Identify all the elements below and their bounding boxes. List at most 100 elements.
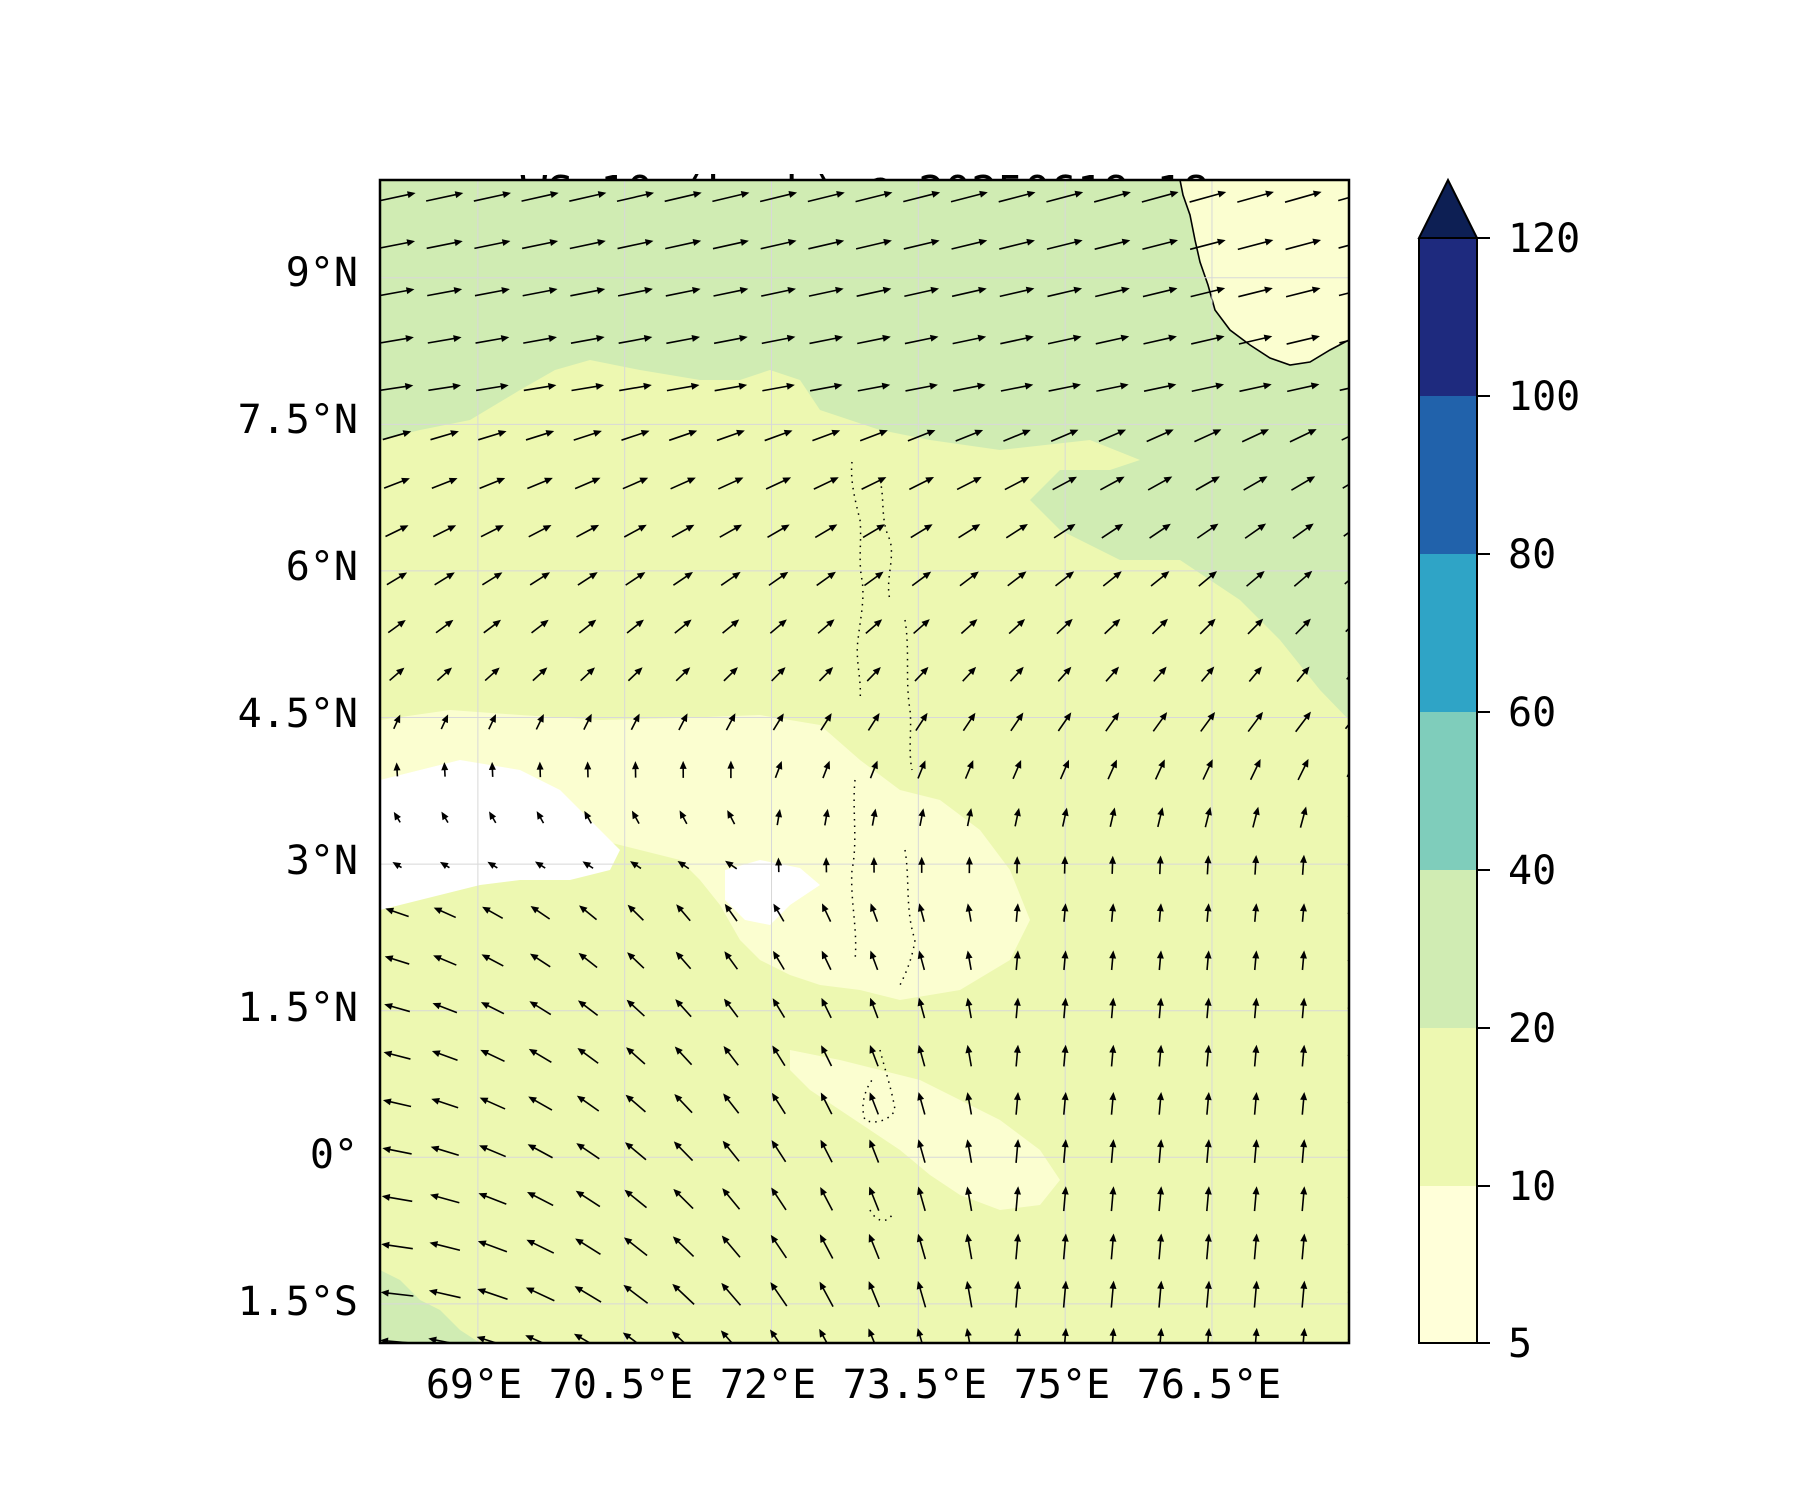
band-5-10-south	[790, 1050, 1060, 1210]
wind-arrow	[1191, 382, 1225, 393]
wind-arrow	[1295, 711, 1311, 733]
wind-arrow	[523, 382, 557, 392]
wind-arrow	[866, 666, 881, 682]
wind-arrow	[440, 714, 449, 730]
wind-arrow	[1141, 190, 1179, 203]
wind-arrow	[723, 1093, 740, 1114]
wind-arrow	[868, 1233, 880, 1260]
wind-arrow	[1252, 903, 1260, 922]
wind-arrow	[575, 1190, 601, 1208]
wind-arrow	[392, 862, 402, 870]
wind-arrow	[956, 476, 982, 491]
wind-arrow	[675, 951, 692, 970]
lat-label: 0°	[310, 1132, 358, 1178]
wind-arrow	[807, 190, 845, 203]
wind-arrow	[870, 808, 878, 826]
wind-arrow	[631, 761, 639, 778]
wind-arrow	[621, 430, 650, 441]
wind-arrow	[1252, 806, 1260, 828]
wind-arrow	[1096, 382, 1129, 392]
wind-arrow	[1300, 1186, 1308, 1212]
wind-arrow	[1157, 1327, 1165, 1343]
wind-arrow	[1247, 711, 1263, 733]
wind-arrow	[527, 477, 553, 490]
wind-arrow	[1147, 476, 1173, 491]
wind-arrow	[430, 430, 459, 441]
colorbar-segment-5-10	[1419, 1186, 1477, 1343]
wind-arrow	[1300, 1280, 1308, 1308]
lat-label: 3°N	[286, 838, 358, 884]
wind-arrow	[380, 383, 414, 392]
wind-arrow	[1286, 334, 1320, 345]
wind-arrow	[1057, 666, 1072, 682]
wind-arrow	[965, 1233, 973, 1260]
wind-arrow	[625, 1094, 646, 1113]
wind-arrow	[527, 1191, 554, 1207]
wind-arrow	[441, 811, 449, 824]
wind-arrow	[868, 1186, 880, 1212]
wind-arrow	[1297, 758, 1309, 781]
wind-arrow	[1107, 759, 1117, 780]
wind-arrow	[1010, 712, 1024, 732]
wind-arrow	[672, 1283, 695, 1305]
wind-arrow	[1061, 1044, 1069, 1067]
wind-arrow	[1047, 334, 1082, 345]
wind-arrow	[1293, 570, 1313, 587]
wind-arrow	[381, 1241, 413, 1250]
wind-arrow	[1195, 476, 1220, 491]
wind-arrow	[916, 1280, 927, 1308]
wind-arrow	[913, 619, 930, 635]
lat-label: 1.5°S	[238, 1279, 358, 1325]
wind-arrow	[434, 572, 455, 586]
wind-arrow	[1287, 382, 1320, 393]
wind-arrow	[625, 572, 646, 586]
wind-arrow	[1109, 1327, 1117, 1343]
wind-arrow	[577, 572, 598, 586]
lat-label: 6°N	[286, 544, 358, 590]
wind-arrow	[965, 1092, 973, 1115]
wind-arrow	[617, 239, 654, 250]
wind-arrow	[1204, 997, 1212, 1019]
wind-arrow	[380, 287, 415, 297]
wind-arrow	[950, 190, 988, 203]
wind-arrow	[571, 382, 605, 392]
wind-arrow	[720, 571, 741, 586]
wind-arrow	[816, 571, 836, 587]
wind-arrow	[964, 760, 974, 779]
band-20-40-north	[380, 180, 1349, 720]
wind-arrow	[488, 714, 496, 730]
wind-arrow	[483, 619, 502, 634]
wind-arrow	[1047, 286, 1083, 298]
wind-arrow	[574, 477, 601, 490]
wind-arrow	[536, 761, 544, 778]
wind-arrow	[869, 1092, 880, 1115]
wind-arrow	[573, 430, 602, 441]
wind-arrow	[570, 287, 606, 297]
colorbar-label: 20	[1508, 1006, 1556, 1052]
wind-arrow	[531, 619, 549, 634]
wind-arrow	[1200, 711, 1216, 732]
wind-arrow	[914, 666, 929, 682]
wind-arrow	[772, 1045, 786, 1067]
wind-arrow	[868, 1328, 876, 1343]
wind-arrow	[576, 524, 600, 538]
wind-arrow	[713, 334, 748, 345]
wind-arrow	[584, 761, 592, 778]
wind-arrow	[904, 286, 940, 298]
wind-arrow	[1004, 476, 1030, 491]
wind-arrow	[385, 907, 409, 918]
wind-arrow	[678, 713, 688, 731]
wind-arrow	[822, 903, 832, 922]
wind-arrow	[724, 903, 738, 922]
wind-arrow	[569, 239, 606, 250]
lat-label: 9°N	[286, 250, 358, 296]
wind-arrow	[1190, 286, 1226, 298]
wind-arrow	[1101, 523, 1124, 539]
wind-arrow	[1000, 382, 1034, 392]
wind-arrow	[382, 1098, 412, 1108]
wind-arrow	[578, 619, 597, 634]
wind-arrow	[908, 477, 935, 491]
wind-arrow	[380, 335, 414, 344]
wind-arrow	[813, 477, 839, 490]
wind-arrow	[435, 619, 454, 634]
